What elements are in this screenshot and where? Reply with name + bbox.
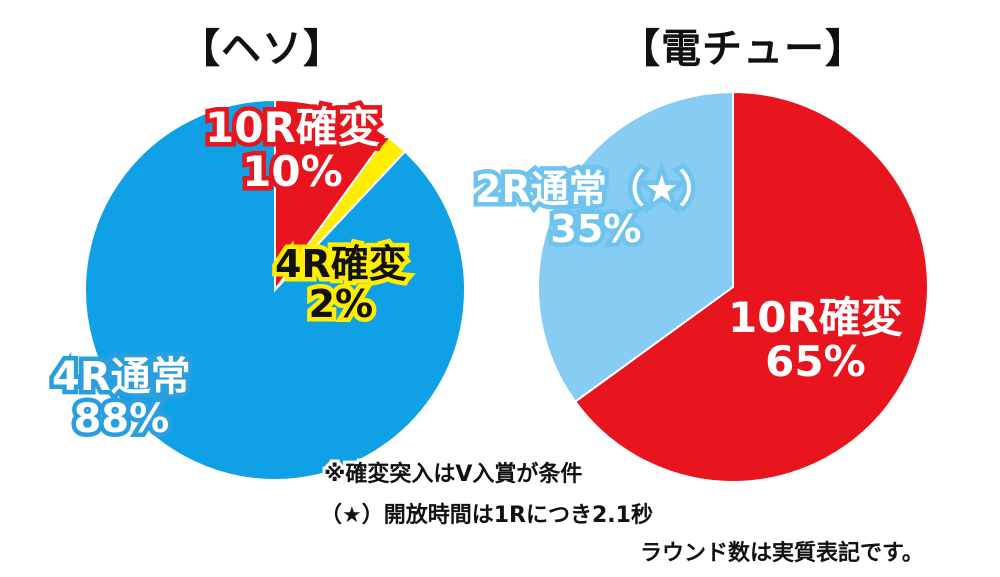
- heso-4r-normal-value: 88%: [69, 394, 174, 445]
- denchu-2r-label: 2R通常（★） 35%: [471, 165, 722, 254]
- denchu-2r-name: 2R通常（★）: [471, 165, 722, 214]
- note-round-notation: ラウンド数は実質表記です。: [637, 538, 927, 569]
- heso-4r-normal-label: 4R通常 88%: [48, 352, 196, 445]
- denchu-10r-name: 10R確変: [724, 291, 908, 344]
- denchu-title: 【電チュー】: [620, 26, 866, 72]
- denchu-slice-0: [573, 90, 929, 483]
- heso-title: 【ヘソ】: [180, 26, 344, 72]
- heso-4r-kakuhen-name: 4R確変: [271, 240, 412, 289]
- denchu-2r-value: 35%: [546, 205, 646, 254]
- heso-4r-kakuhen-label: 4R確変 2%: [271, 240, 412, 329]
- denchu-slice-1: [537, 90, 734, 404]
- denchu-10r-label: 10R確変 65%: [724, 291, 908, 388]
- note-open-time: （★）開放時間は1Rにつき2.1秒: [317, 500, 656, 531]
- heso-slice-0: [274, 98, 389, 294]
- heso-10r-label: 10R確変 10%: [201, 101, 385, 198]
- heso-10r-value: 10%: [238, 145, 348, 198]
- heso-10r-name: 10R確変: [201, 101, 385, 154]
- heso-slice-2: [84, 98, 466, 481]
- heso-4r-normal-name: 4R通常: [48, 352, 196, 403]
- denchu-10r-value: 65%: [761, 335, 871, 388]
- heso-4r-kakuhen-value: 2%: [304, 280, 377, 329]
- note-v-condition: ※確変突入はV入賞が条件: [321, 459, 585, 490]
